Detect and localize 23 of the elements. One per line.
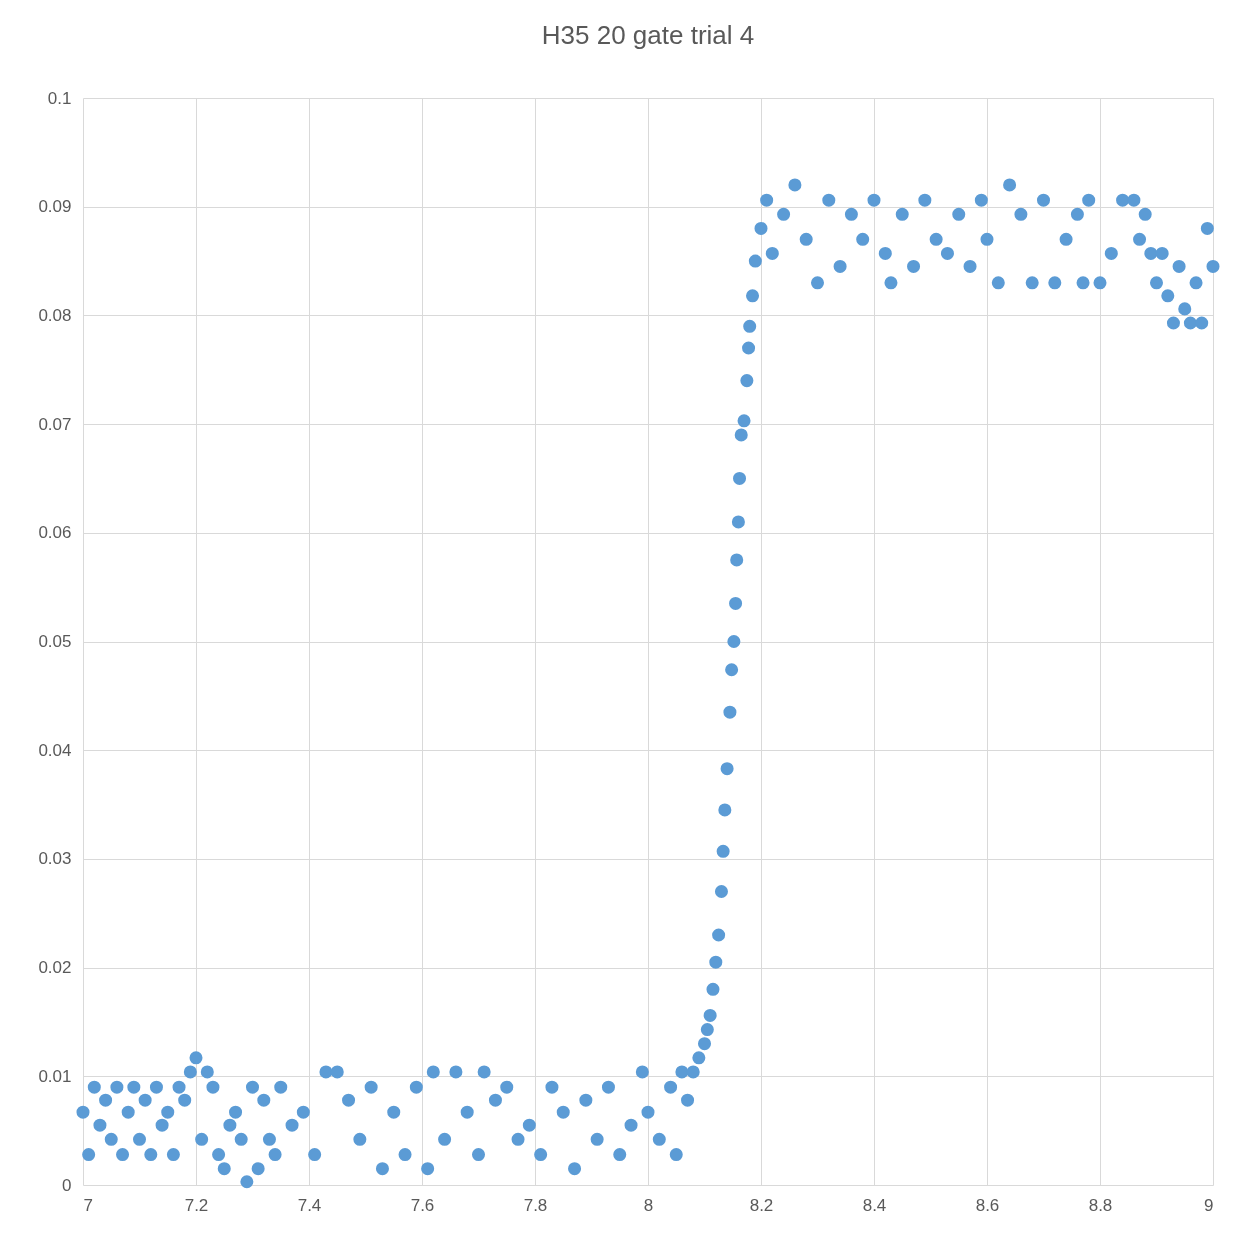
- y-tick-label: 0.07: [38, 414, 72, 434]
- x-tick-label: 7.8: [523, 1195, 548, 1215]
- x-tick-label: 8.8: [1088, 1195, 1113, 1215]
- x-tick-label: 7.6: [410, 1195, 435, 1215]
- x-tick-label: 8: [643, 1195, 654, 1215]
- x-tick-label: 8.2: [749, 1195, 774, 1215]
- x-tick-label: 7.2: [184, 1195, 209, 1215]
- x-tick-label: 8.6: [975, 1195, 1000, 1215]
- y-tick-label: 0.06: [38, 523, 72, 543]
- y-tick-label: 0.01: [38, 1066, 72, 1086]
- y-tick-label: 0.04: [38, 740, 72, 760]
- y-tick-label: 0.02: [38, 958, 72, 978]
- y-tick-label: 0.05: [38, 632, 72, 651]
- chart-title: H35 20 gate trial 4: [541, 20, 755, 50]
- y-tick-label: 0.08: [38, 305, 72, 325]
- y-tick-label: 0.09: [38, 197, 72, 217]
- y-tick-label: 0.1: [47, 88, 72, 108]
- x-tick-label: 7: [83, 1195, 93, 1215]
- x-tick-label: 9: [1204, 1195, 1214, 1215]
- y-tick-label: 0.03: [38, 849, 72, 869]
- x-tick-label: 7.4: [297, 1195, 322, 1215]
- x-tick-label: 8.4: [862, 1195, 887, 1215]
- y-tick-label: 0: [62, 1175, 72, 1195]
